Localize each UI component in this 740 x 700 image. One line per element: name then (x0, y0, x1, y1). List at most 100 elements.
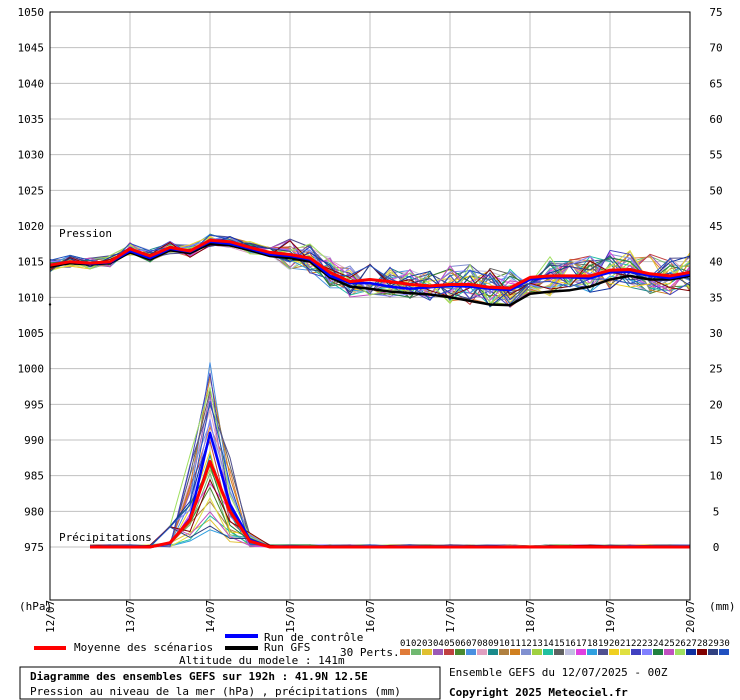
plot-border (49, 11, 691, 601)
x-tick-label: 14/07 (204, 600, 217, 633)
pert-legend-swatch (521, 649, 531, 655)
right-tick-label: 25 (709, 363, 722, 376)
right-tick-label: 55 (709, 149, 722, 162)
right-tick-label: 65 (709, 77, 722, 90)
pert-legend-id: 07 (466, 639, 477, 649)
pert-legend-id: 19 (598, 639, 609, 649)
pert-legend-id: 25 (664, 639, 675, 649)
pert-legend-id: 06 (455, 639, 466, 649)
pert-legend-swatch (499, 649, 509, 655)
pert-legend-id: 28 (697, 639, 708, 649)
left-tick-label: 1015 (18, 256, 45, 269)
series-precip-line (90, 459, 690, 549)
left-tick-label: 1025 (18, 184, 45, 197)
left-tick-label: 975 (24, 541, 44, 554)
pert-legend-id: 04 (433, 639, 444, 649)
axis-marker-dot (48, 303, 52, 306)
legend-perts-label: 30 Perts. (340, 646, 400, 659)
pert-legend-swatch (444, 649, 454, 655)
pressure-lines (49, 233, 691, 308)
series-pressure-line (49, 240, 691, 292)
pert-legend-id: 24 (653, 639, 664, 649)
legend-perturbations: 01 02 03 04 05 06 07 08 09 10 11 12 13 14 15 16 17 18 19 20… (400, 639, 730, 655)
right-tick-label: 70 (709, 42, 722, 55)
left-tick-label: 1000 (18, 363, 45, 376)
pert-legend-id: 26 (675, 639, 686, 649)
x-tick-label: 15/07 (284, 600, 297, 633)
left-tick-label: 1020 (18, 220, 45, 233)
chart-subtitle: Pression au niveau de la mer (hPa) , pré… (30, 685, 401, 698)
pert-legend-swatch (609, 649, 619, 655)
pert-legend-swatch (620, 649, 630, 655)
pert-legend-id: 21 (620, 639, 631, 649)
left-axis-ticks: 1050 1045 1040 1035 1030 1025 1020 1015 1010 1005… (18, 6, 52, 554)
pert-legend-id: 27 (686, 639, 697, 649)
pert-legend-swatch (719, 649, 729, 655)
altitude-label: Altitude du modele : 141m (179, 654, 345, 667)
pert-legend-id: 05 (444, 639, 455, 649)
pert-legend-swatch (554, 649, 564, 655)
left-tick-label: 995 (24, 398, 44, 411)
right-tick-label: 60 (709, 113, 722, 126)
left-tick-label: 985 (24, 470, 44, 483)
left-tick-label: 1040 (18, 77, 45, 90)
copyright-label: Copyright 2025 Meteociel.fr (449, 686, 628, 699)
pert-legend-swatch (565, 649, 575, 655)
precipitation-label: Précipitations (59, 531, 152, 544)
right-tick-label: 45 (709, 220, 722, 233)
pert-legend-id: 12 (521, 639, 532, 649)
legend-gfs-label: Run GFS (264, 641, 310, 654)
title-box (19, 666, 441, 700)
pert-legend-id: 30 (719, 639, 730, 649)
pert-legend-id: 01 (400, 639, 411, 649)
pert-legend-swatch (664, 649, 674, 655)
pert-legend-id: 29 (708, 639, 719, 649)
chart-title: Diagramme des ensembles GEFS sur 192h : … (30, 670, 368, 683)
pert-legend-swatch (631, 649, 641, 655)
pert-legend-swatch (653, 649, 663, 655)
x-tick-label: 18/07 (524, 600, 537, 633)
pert-legend-swatch (400, 649, 410, 655)
pert-legend-swatch (422, 649, 432, 655)
pert-legend-swatch (686, 649, 696, 655)
left-tick-label: 980 (24, 505, 44, 518)
pert-legend-id: 03 (422, 639, 433, 649)
pert-legend-id: 15 (554, 639, 565, 649)
pert-legend-swatch (587, 649, 597, 655)
pert-legend-id: 10 (499, 639, 510, 649)
series-pressure-line (49, 238, 691, 290)
x-axis-ticks: 12/07 13/07 14/07 15/07 16/07 17/07 18/07 19/07… (44, 600, 697, 633)
pert-pressure-line (49, 234, 691, 305)
pert-legend-swatch (675, 649, 685, 655)
pert-legend-id: 09 (488, 639, 499, 649)
pert-legend-swatch (477, 649, 487, 655)
x-tick-label: 13/07 (124, 600, 137, 633)
pressure-label: Pression (59, 227, 112, 240)
left-tick-label: 1035 (18, 113, 45, 126)
right-tick-label: 15 (709, 434, 722, 447)
right-tick-label: 5 (713, 505, 720, 518)
left-tick-label: 990 (24, 434, 44, 447)
pert-legend-swatch (642, 649, 652, 655)
pert-legend-swatch (543, 649, 553, 655)
pert-legend-swatch (466, 649, 476, 655)
pert-legend-swatch (576, 649, 586, 655)
right-tick-label: 0 (713, 541, 720, 554)
right-unit-label: (mm) (709, 600, 736, 613)
right-tick-label: 50 (709, 184, 722, 197)
right-tick-label: 30 (709, 327, 722, 340)
precipitation-lines (89, 362, 691, 549)
pert-legend-id: 22 (631, 639, 642, 649)
pert-legend-swatch (411, 649, 421, 655)
legend-control-label: Run de contrôle (264, 631, 363, 644)
pert-legend-swatch (510, 649, 520, 655)
left-tick-label: 1010 (18, 291, 45, 304)
pert-legend-swatch (488, 649, 498, 655)
x-tick-label: 19/07 (604, 600, 617, 633)
right-tick-label: 40 (709, 256, 722, 269)
pert-legend-id: 08 (477, 639, 488, 649)
pert-legend-id: 16 (565, 639, 576, 649)
pert-legend-swatch (455, 649, 465, 655)
left-unit-label: (hPa) (19, 600, 52, 613)
